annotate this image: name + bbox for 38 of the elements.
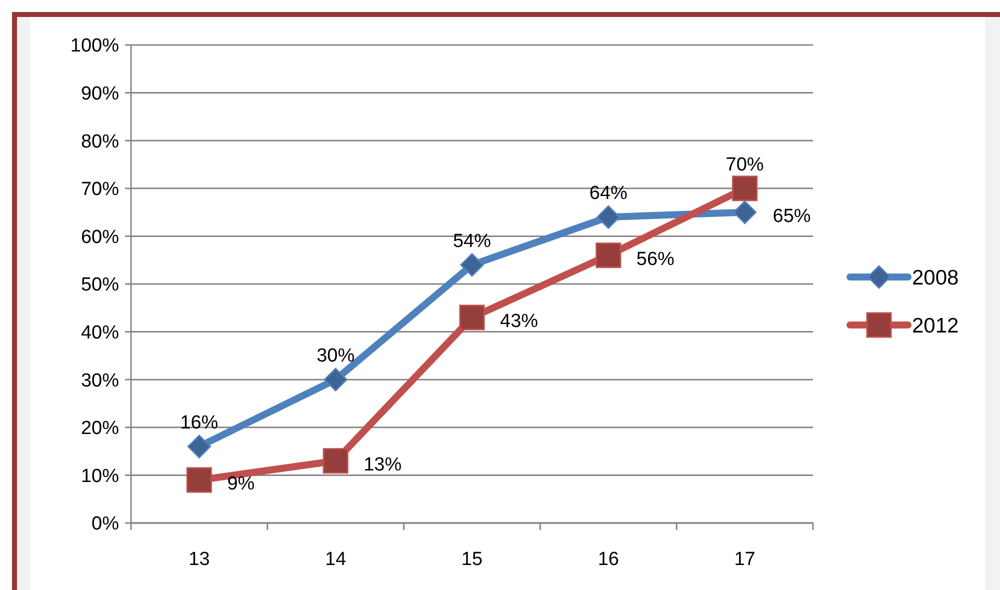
data-label: 43%	[500, 311, 538, 332]
point	[732, 176, 758, 202]
y-tick-label: 0%	[92, 514, 120, 535]
point	[187, 434, 211, 458]
data-label: 16%	[180, 412, 218, 434]
point	[322, 448, 348, 474]
y-tick-label: 100%	[70, 36, 120, 57]
point	[596, 242, 622, 268]
legend-label: 2008	[912, 266, 959, 290]
x-tick-label: 15	[461, 549, 483, 570]
y-tick-label: 10%	[80, 466, 120, 487]
point	[460, 253, 484, 277]
x-tick-label: 17	[734, 549, 756, 570]
data-label: 70%	[726, 154, 764, 176]
point	[596, 205, 620, 229]
legend-label: 2012	[912, 314, 959, 338]
point	[459, 304, 485, 330]
x-tick-label: 14	[325, 549, 347, 570]
data-label: 13%	[364, 454, 402, 476]
data-label: 30%	[316, 346, 355, 367]
y-tick-label: 20%	[80, 418, 120, 440]
y-tick-label: 80%	[80, 131, 120, 152]
y-tick-label: 60%	[80, 226, 120, 248]
data-label: 56%	[636, 248, 675, 270]
y-tick-label: 90%	[80, 83, 120, 104]
data-label: 65%	[772, 206, 811, 227]
point	[733, 200, 757, 224]
x-tick-label: 16	[598, 549, 619, 570]
y-tick-label: 50%	[80, 274, 120, 296]
data-label: 9%	[227, 474, 255, 495]
y-tick-label: 70%	[80, 179, 120, 200]
y-tick-label: 30%	[80, 370, 120, 392]
x-tick-label: 13	[188, 549, 210, 570]
data-label: 64%	[589, 183, 628, 204]
data-label: 54%	[452, 230, 492, 252]
point	[324, 368, 348, 392]
y-tick-label: 40%	[80, 322, 120, 344]
point	[186, 467, 212, 493]
